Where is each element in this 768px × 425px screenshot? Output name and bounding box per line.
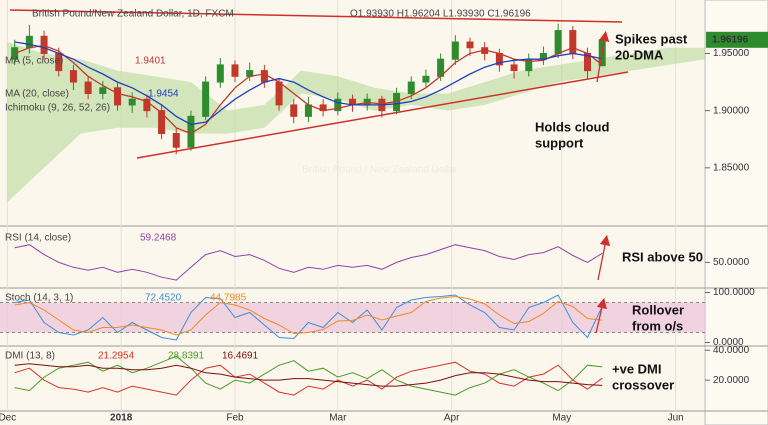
y-tick-label: 1.95000 <box>713 48 750 59</box>
indicator-line <box>14 244 603 281</box>
candle-body <box>84 81 92 94</box>
arrow <box>597 234 611 281</box>
candle-body <box>422 75 430 83</box>
y-tick-label: 50.0000 <box>713 257 750 268</box>
candle-body <box>114 87 121 106</box>
annotation: Rollover <box>632 302 684 317</box>
candle-body <box>510 64 518 72</box>
support-trendline <box>136 71 629 159</box>
arrow <box>595 297 607 334</box>
rsi-value: 59.2468 <box>140 233 177 244</box>
candle-body <box>260 70 268 83</box>
candle-body <box>128 98 136 106</box>
candle-body <box>407 81 415 94</box>
price-marker <box>706 31 768 48</box>
candle-body <box>216 64 224 83</box>
candle-body <box>304 104 312 117</box>
candle-body <box>99 87 107 94</box>
candle-body <box>275 81 283 106</box>
x-tick-label: May <box>552 413 571 424</box>
x-tick-label: Dec <box>0 413 16 424</box>
candle-body <box>158 110 166 135</box>
legend-ma20-value: 1.9454 <box>148 89 179 100</box>
indicator-line <box>14 363 603 387</box>
indicator-line <box>14 361 603 396</box>
legend-ma20: MA (20, close) <box>5 89 69 100</box>
candle-body <box>172 133 180 148</box>
ma-line <box>14 41 603 126</box>
watermark: British Pound / New Zealand Dollar <box>302 165 458 176</box>
indicator-line <box>14 355 603 396</box>
annotation: from o/s <box>632 318 683 333</box>
dmi-value: 21.2954 <box>98 351 135 362</box>
resistance-trendline <box>9 9 623 23</box>
x-tick-label: Apr <box>444 413 460 424</box>
stoch-d-value: 44.7985 <box>210 293 247 304</box>
candle-body <box>554 30 562 54</box>
candle-body <box>143 98 151 112</box>
legend-ma5: MA (5, close) <box>5 56 63 67</box>
candle-body <box>334 98 342 112</box>
legend-ichimoku: Ichimoku (9, 26, 52, 26) <box>5 103 110 114</box>
candle-body <box>466 41 474 49</box>
y-tick-label: 1.85000 <box>713 162 750 173</box>
annotation: RSI above 50 <box>622 249 703 264</box>
annotation: Holds cloud <box>535 119 609 134</box>
legend-ma5-value: 1.9401 <box>135 56 166 67</box>
indicator-line <box>14 295 603 336</box>
candle-body <box>202 81 210 117</box>
dmi-value: 16.4691 <box>222 351 259 362</box>
ohlc-label: O1.93930 H1.96204 L1.93930 C1.96196 <box>350 9 531 20</box>
chart-title: British Pound/New Zealand Dollar, 1D, FX… <box>32 9 234 20</box>
candle-body <box>290 104 298 117</box>
stoch-k-value: 72.4520 <box>145 293 182 304</box>
annotation: 20-DMA <box>615 47 664 62</box>
x-tick-label: Jun <box>668 413 684 424</box>
candle-body <box>569 30 577 54</box>
x-tick-label: Mar <box>329 413 347 424</box>
x-tick-label: 2018 <box>110 413 133 424</box>
annotation: +ve DMI <box>612 361 662 376</box>
x-tick-label: Feb <box>226 413 244 424</box>
dmi-value: 28.8391 <box>168 351 205 362</box>
rsi-title: RSI (14, close) <box>5 233 71 244</box>
y-tick-label: 20.0000 <box>713 375 750 386</box>
ichimoku-cloud <box>7 42 706 203</box>
y-tick-label: 1.90000 <box>713 105 750 116</box>
candle-body <box>231 64 239 77</box>
ma-line <box>14 44 603 135</box>
candle-body <box>69 70 77 83</box>
arrow <box>596 30 610 83</box>
dmi-title: DMI (13, 8) <box>5 351 55 362</box>
y-tick-label: 0.0000 <box>713 337 744 348</box>
y-tick-label: 100.0000 <box>713 287 755 298</box>
price-axis-area <box>704 0 768 425</box>
y-tick-label: 40.0000 <box>713 345 750 356</box>
candle-body <box>25 35 33 49</box>
annotation: support <box>535 135 584 150</box>
annotation: Spikes past <box>615 31 688 46</box>
candle-body <box>451 41 459 60</box>
stoch-title: Stoch (14, 3, 1) <box>5 293 73 304</box>
price-marker-label: 1.96196 <box>712 34 749 45</box>
annotation: crossover <box>612 377 674 392</box>
